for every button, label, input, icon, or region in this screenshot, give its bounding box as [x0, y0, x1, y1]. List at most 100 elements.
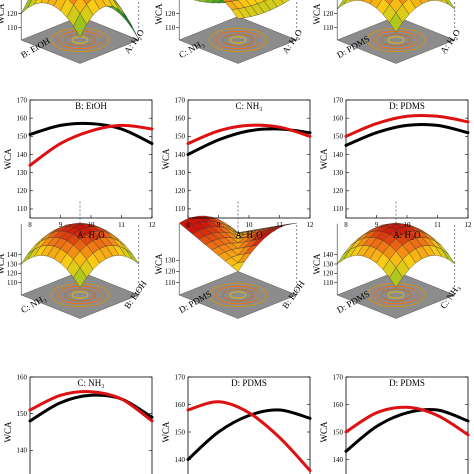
z-axis-title: WCA: [312, 253, 322, 274]
panel-title: B: EtOH: [75, 101, 107, 111]
contour-line: [222, 288, 254, 302]
z-tick-label: 120: [323, 270, 334, 278]
x-tick-label: 10: [88, 221, 96, 229]
series-line-1: [28, 121, 154, 146]
y-tick-label: 130: [175, 169, 186, 177]
z-tick-label: 110: [7, 24, 18, 32]
panel-title: D: PDMS: [389, 378, 425, 388]
contour-line: [380, 288, 412, 302]
contour-line: [229, 36, 247, 44]
y-tick-label: 160: [175, 401, 186, 409]
panel-title: D: PDMS: [389, 101, 425, 111]
series-line-2: [28, 390, 154, 423]
z-tick-label: 130: [165, 257, 176, 265]
y-tick-label: 150: [175, 133, 186, 141]
x-axis-title: A: H₂O: [235, 230, 263, 240]
y-axis-title: WCA: [161, 148, 171, 169]
y-tick-label: 150: [333, 133, 344, 141]
x-tick-label: 12: [465, 221, 473, 229]
surface-floor: [20, 16, 140, 64]
z-tick-label: 120: [165, 268, 176, 276]
plot-frame: [29, 99, 153, 219]
z-tick-label: 110: [165, 279, 176, 287]
y-axis-title: WCA: [161, 421, 171, 442]
z-tick-label: 110: [323, 24, 334, 32]
y-tick-label: 140: [17, 447, 28, 455]
y-tick-label: 170: [175, 96, 186, 104]
y-axis-title: WCA: [319, 148, 329, 169]
x-axis-title: A: H₂O: [393, 230, 421, 240]
contour-line: [71, 291, 89, 299]
series-line-2: [28, 123, 154, 167]
y-tick-label: 140: [333, 151, 344, 159]
y-tick-label: 130: [333, 169, 344, 177]
y-tick-label: 110: [333, 205, 344, 213]
surface-cell: [231, 261, 245, 272]
y-tick-label: 160: [333, 114, 344, 122]
y-tick-label: 130: [17, 169, 28, 177]
line-plot-6: D: PDMS 140 150 160 170 WCA: [319, 373, 470, 474]
y-tick-label: 160: [17, 114, 28, 122]
x-tick-label: 10: [246, 221, 254, 229]
x-tick-label: 11: [434, 221, 441, 229]
contour-line: [222, 33, 254, 47]
surface-cell: [231, 8, 245, 19]
x-tick-label: 11: [118, 221, 125, 229]
x-tick-label: 9: [59, 221, 63, 229]
panel-title: C: NH₃: [78, 378, 105, 388]
z-tick-label: 110: [7, 279, 18, 287]
z-tick-label: 120: [7, 270, 18, 278]
y-tick-label: 140: [175, 151, 186, 159]
y-tick-label: 120: [333, 187, 344, 195]
y-tick-label: 150: [17, 410, 28, 418]
y-tick-label: 170: [333, 96, 344, 104]
series-line-1: [344, 123, 470, 147]
y-tick-label: 110: [175, 205, 186, 213]
series-line-2: [186, 123, 312, 146]
z-tick-label: 130: [323, 260, 334, 268]
plot-frame: [345, 376, 469, 474]
y-axis-title: WCA: [3, 148, 13, 169]
y-tick-label: 170: [175, 373, 186, 381]
y-axis-title: WCA: [3, 421, 13, 442]
series-line-2: [344, 405, 470, 437]
z-axis-title: WCA: [0, 253, 6, 274]
surface-cell: [198, 0, 208, 3]
z-tick-label: 120: [7, 10, 18, 18]
y-tick-label: 110: [17, 205, 28, 213]
surface-floor: [336, 271, 456, 319]
y-tick-label: 120: [17, 187, 28, 195]
contour-line: [215, 30, 261, 50]
contour-line: [64, 288, 96, 302]
series-line-2: [344, 114, 470, 138]
y-tick-label: 140: [333, 456, 344, 464]
contour-line: [208, 28, 268, 53]
x-tick-label: 10: [404, 221, 412, 229]
contour-line: [387, 36, 405, 44]
x-tick-label: 8: [344, 221, 348, 229]
contour-line: [208, 282, 268, 307]
line-plot-3: D: PDMS 110 120 130 140 150 160 170 WCA 8 9 10 11 12 A…: [319, 96, 472, 240]
series-line-2: [186, 400, 312, 472]
contour-line: [215, 285, 261, 305]
surface-floor: [20, 271, 140, 319]
plot-frame: [187, 99, 311, 219]
x-tick-label: 12: [307, 221, 315, 229]
z-tick-label: 140: [7, 251, 18, 259]
x-tick-label: 11: [276, 221, 283, 229]
surface-floor: [178, 16, 298, 64]
panel-title: C: NH₃: [236, 101, 263, 111]
z-tick-label: 120: [323, 10, 334, 18]
x-tick-label: 9: [375, 221, 379, 229]
y-tick-label: 150: [333, 428, 344, 436]
x-tick-label: 9: [217, 221, 221, 229]
line-plot-5: D: PDMS 140 150 160 170 WCA: [161, 373, 312, 474]
surface-cell: [211, 0, 222, 4]
z-axis-title: WCA: [312, 3, 322, 24]
y-axis-title: WCA: [319, 421, 329, 442]
line-plot-1: B: EtOH 110 120 130 140 150 160 170 WCA 8 9 10 11 12 A…: [3, 96, 156, 240]
y-tick-label: 160: [175, 114, 186, 122]
